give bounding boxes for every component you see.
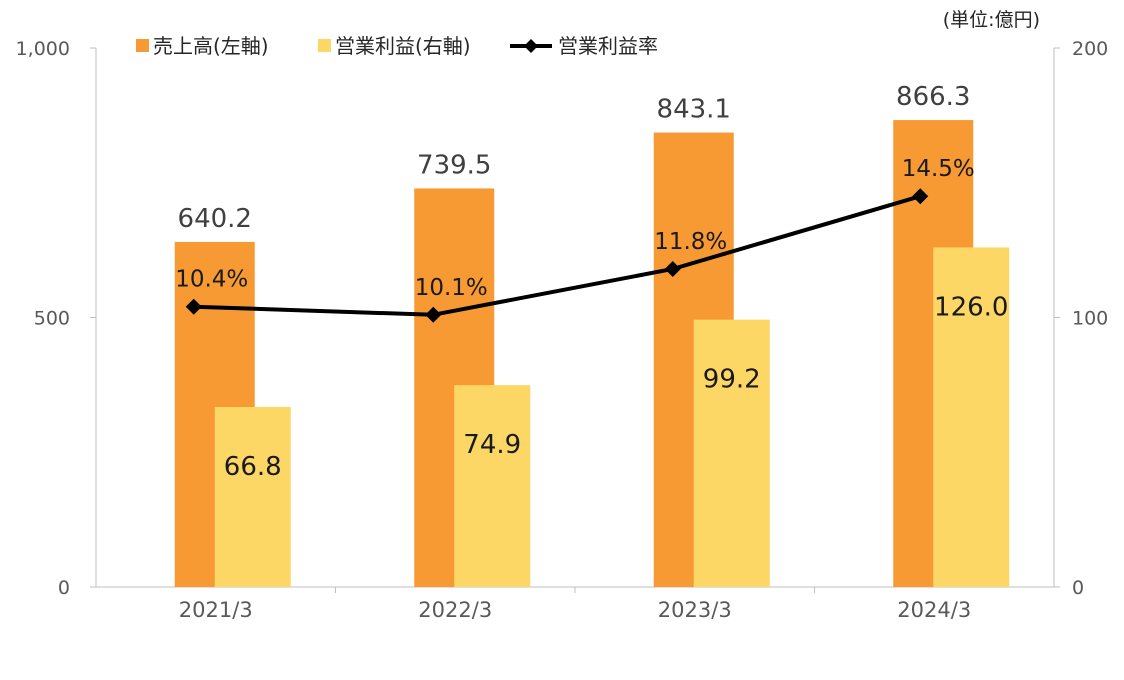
operating-profit-bar: [693, 319, 770, 587]
legend-swatch-sales: [136, 39, 149, 52]
left-axis-tick-label: 1,000: [16, 38, 70, 60]
category-label: 2024/3: [897, 598, 971, 622]
category-label: 2023/3: [658, 598, 732, 622]
operating-margin-data-label: 10.4%: [175, 267, 248, 293]
legend-marker-operating-margin: [524, 39, 538, 53]
legend-label-operating-margin: 営業利益率: [558, 34, 658, 58]
right-axis-tick-label: 0: [1072, 577, 1084, 599]
right-axis-tick-label: 200: [1072, 38, 1108, 60]
operating-profit-bar: [933, 247, 1010, 587]
sales-data-label: 866.3: [896, 82, 970, 112]
operating-profit-data-label: 99.2: [703, 365, 761, 395]
operating-margin-data-label: 10.1%: [415, 275, 488, 301]
operating-margin-marker: [912, 188, 929, 205]
operating-margin-marker: [425, 306, 442, 323]
unit-label: (単位:億円): [943, 9, 1040, 31]
legend-swatch-operating-profit: [318, 39, 331, 52]
left-axis-tick-label: 500: [34, 308, 70, 330]
operating-profit-data-label: 66.8: [224, 452, 282, 482]
operating-profit-bar: [214, 406, 291, 587]
sales-data-label: 640.2: [178, 204, 252, 234]
operating-margin-marker: [664, 260, 681, 277]
operating-profit-data-label: 126.0: [934, 292, 1008, 322]
right-axis-tick-label: 100: [1072, 308, 1108, 330]
operating-margin-line: [193, 194, 921, 317]
left-axis-tick-label: 0: [58, 577, 70, 599]
sales-data-label: 739.5: [417, 150, 491, 180]
sales-data-label: 843.1: [657, 95, 731, 125]
operating-profit-bar: [454, 385, 531, 587]
category-label: 2021/3: [179, 598, 253, 622]
legend-label-sales: 売上高(左軸): [153, 34, 269, 58]
legend-label-operating-profit: 営業利益(右軸): [335, 34, 471, 58]
operating-margin-data-label: 14.5%: [902, 156, 975, 182]
operating-margin-data-label: 11.8%: [654, 229, 727, 255]
operating-profit-data-label: 74.9: [463, 430, 521, 460]
operating-margin-marker: [185, 298, 202, 315]
category-label: 2022/3: [418, 598, 492, 622]
